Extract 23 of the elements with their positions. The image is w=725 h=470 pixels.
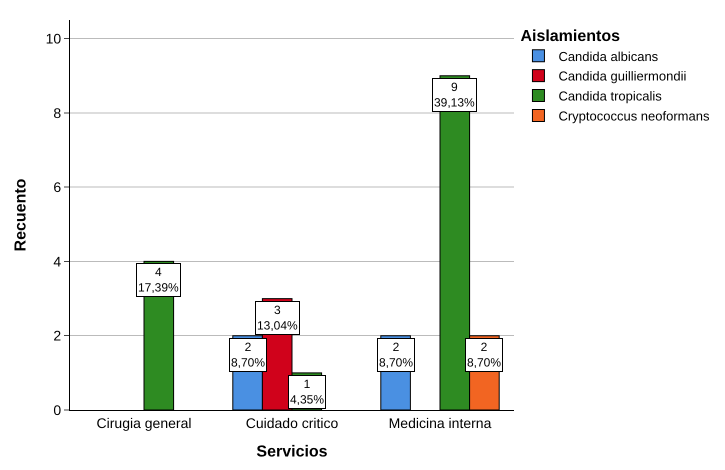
legend-label: Candida guilliermondii	[558, 68, 686, 84]
y-tick-label: 0	[53, 402, 62, 418]
data-label: 2 8,70%	[231, 340, 266, 370]
x-tick-label: Medicina interna	[388, 414, 492, 431]
y-tick-label: 4	[53, 253, 62, 270]
data-label: 4 17,39%	[138, 265, 180, 295]
y-tick-label: 2	[53, 328, 62, 344]
data-label: 2 8,70%	[467, 340, 502, 370]
y-tick-label: 8	[53, 104, 62, 121]
y-tick-label: 10	[46, 30, 62, 46]
y-axis-title: Recuento	[12, 178, 30, 252]
data-label: 9 39,13%	[434, 80, 476, 110]
legend-label: Candida albicans	[558, 48, 659, 64]
legend-title: Aislamientos	[520, 28, 620, 45]
data-label: 1 4,35%	[290, 377, 324, 407]
x-axis-title: Servicios	[256, 444, 328, 460]
x-tick-label: Cuidado critico	[246, 414, 339, 431]
data-label: 2 8,70%	[379, 340, 414, 370]
legend-label: Candida tropicalis	[558, 88, 662, 104]
data-label: 3 13,04%	[257, 303, 298, 333]
legend-label: Cryptococcus neoformans	[558, 108, 710, 124]
y-tick-label: 6	[53, 179, 62, 196]
x-tick-label: Cirugia general	[96, 414, 192, 431]
